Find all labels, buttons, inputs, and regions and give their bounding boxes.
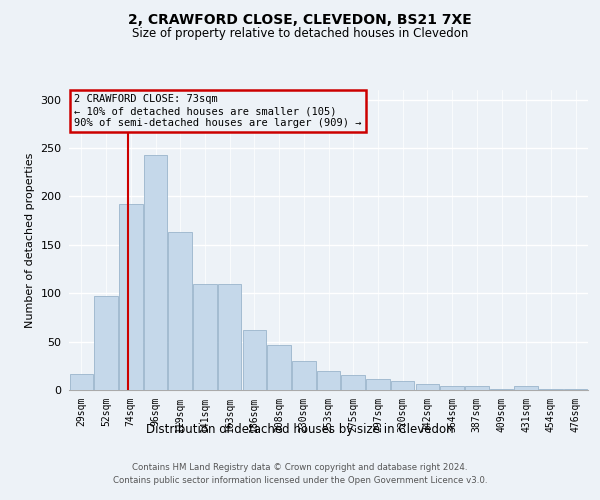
Bar (341, 374, 365, 390)
Bar (490, 389, 513, 390)
Text: 2, CRAWFORD CLOSE, CLEVEDON, BS21 7XE: 2, CRAWFORD CLOSE, CLEVEDON, BS21 7XE (128, 12, 472, 26)
Text: Contains HM Land Registry data © Crown copyright and database right 2024.: Contains HM Land Registry data © Crown c… (132, 462, 468, 471)
Bar (70, 374, 93, 390)
Bar (366, 380, 389, 390)
Bar (193, 284, 217, 390)
Bar (94, 296, 118, 390)
Bar (169, 232, 192, 390)
Bar (317, 370, 340, 390)
Y-axis label: Number of detached properties: Number of detached properties (25, 152, 35, 328)
Bar (144, 155, 167, 390)
Bar (242, 330, 266, 390)
Bar (514, 386, 538, 390)
Text: 2 CRAWFORD CLOSE: 73sqm
← 10% of detached houses are smaller (105)
90% of semi-d: 2 CRAWFORD CLOSE: 73sqm ← 10% of detache… (74, 94, 362, 128)
Text: Distribution of detached houses by size in Clevedon: Distribution of detached houses by size … (146, 422, 454, 436)
Bar (564, 389, 587, 390)
Bar (465, 386, 488, 390)
Bar (268, 344, 291, 390)
Bar (416, 384, 439, 390)
Text: Contains public sector information licensed under the Open Government Licence v3: Contains public sector information licen… (113, 476, 487, 485)
Bar (119, 204, 143, 390)
Bar (292, 361, 316, 390)
Bar (218, 284, 241, 390)
Bar (539, 389, 563, 390)
Bar (391, 382, 415, 390)
Bar (440, 386, 464, 390)
Text: Size of property relative to detached houses in Clevedon: Size of property relative to detached ho… (132, 28, 468, 40)
